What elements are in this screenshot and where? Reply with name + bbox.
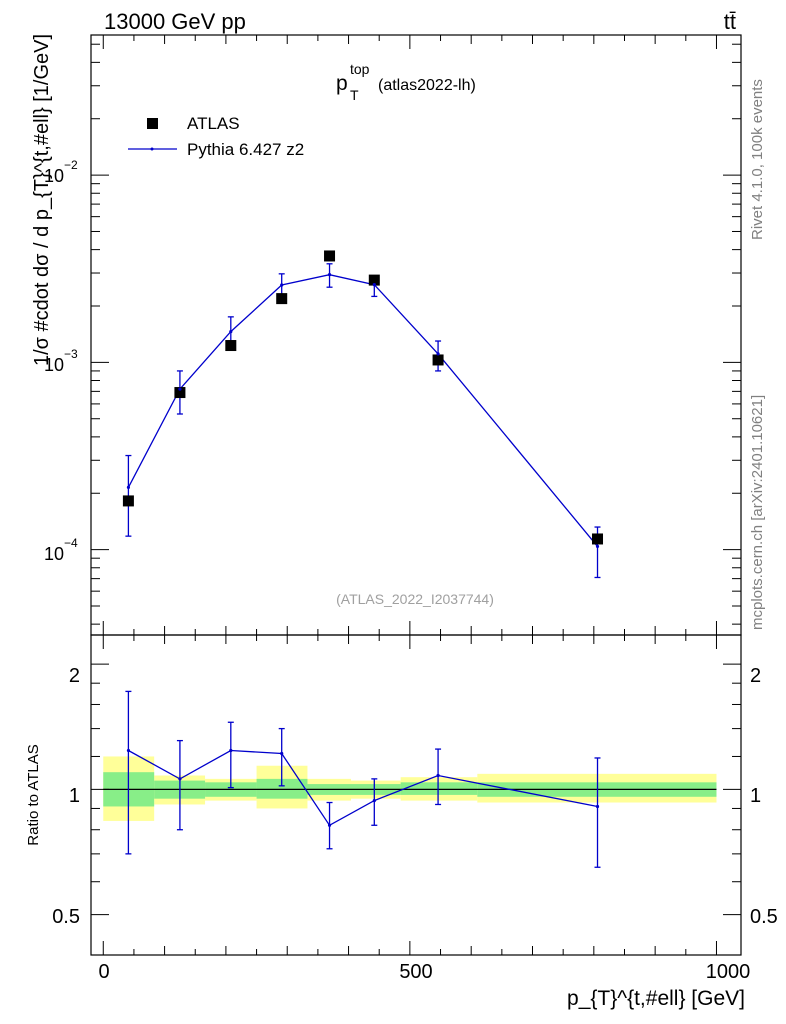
ratio-series-line — [128, 749, 598, 827]
header-right: tt̄ — [724, 9, 736, 34]
atlas-data-point — [174, 387, 186, 399]
ratio-data-point — [595, 804, 600, 809]
ratio-y-tick-label-1: 1 — [69, 785, 80, 807]
mcplots-label: mcplots.cern.ch [arXiv:2401.10621] — [749, 395, 766, 630]
plot-title-suffix: (atlas2022-lh) — [378, 77, 476, 94]
axis-ticks — [91, 35, 741, 955]
plot-title-subscript: T — [350, 87, 359, 103]
data-marks — [122, 250, 604, 868]
atlas-data-point — [592, 533, 604, 545]
y-tick-label-1e-2: 10 −2 — [44, 158, 78, 186]
mc-data-point — [229, 329, 233, 334]
y-tick-label-exp: −4 — [64, 536, 78, 550]
header-left: 13000 GeV pp — [104, 9, 246, 34]
plot-title-main: p — [336, 72, 348, 95]
ratio-y-axis-title: Ratio to ATLAS — [25, 744, 42, 845]
legend-pythia-marker — [150, 147, 154, 151]
legend-atlas-label: ATLAS — [187, 114, 240, 133]
atlas-data-point — [324, 250, 336, 262]
y-tick-label-base: 10 — [44, 166, 64, 186]
mc-data-point — [436, 352, 440, 356]
y-tick-label-1e-4: 10 −4 — [44, 536, 78, 564]
ratio-y-tick-label-2-right: 2 — [750, 665, 761, 687]
ratio-data-point — [372, 798, 376, 803]
mc-data-point — [372, 283, 376, 287]
ratio-data-point — [178, 777, 182, 781]
series-lines — [127, 274, 599, 827]
ratio-data-point — [280, 751, 284, 756]
x-axis-title: p_{T}^{t,#ell} [GeV] — [567, 987, 745, 1010]
y-tick-label-base: 10 — [44, 544, 64, 564]
mc-series-line — [127, 274, 599, 547]
y-tick-label-exp: −2 — [64, 158, 78, 172]
mc-data-point — [327, 273, 332, 277]
y-tick-label-exp: −3 — [64, 347, 78, 361]
ratio-plot-frame — [90, 634, 742, 956]
mc-data-point — [178, 387, 182, 391]
legend-atlas-marker — [147, 118, 158, 129]
mc-data-point — [126, 485, 131, 489]
ratio-y-tick-label-1-right: 1 — [750, 785, 761, 807]
ratio-bands — [103, 756, 717, 821]
ratio-band-inner-6 — [400, 782, 478, 795]
atlas-data-point — [432, 354, 444, 366]
mc-data-point — [280, 283, 284, 287]
atlas-data-point — [276, 293, 288, 305]
ratio-y-tick-label-2: 2 — [69, 665, 80, 687]
legend-pythia-label: Pythia 6.427 z2 — [187, 140, 304, 159]
plot-frames — [90, 34, 742, 956]
main-y-axis-title: 1/σ #cdot dσ / d p_{T}^{t,#ell} [1/GeV] — [31, 34, 53, 366]
x-tick-label-500: 500 — [399, 961, 432, 983]
ratio-data-point — [436, 773, 440, 778]
ratio-y-tick-label-0.5: 0.5 — [52, 906, 80, 928]
x-tick-label-1000: 1000 — [706, 961, 751, 983]
rivet-label: Rivet 4.1.0, 100k events — [749, 79, 766, 240]
mc-data-point — [595, 544, 600, 549]
x-tick-label-0: 0 — [98, 961, 109, 983]
y-tick-label-base: 10 — [44, 355, 64, 375]
ratio-y-tick-label-0.5-right: 0.5 — [750, 906, 778, 928]
ratio-data-point — [229, 748, 233, 753]
y-tick-label-1e-3: 10 −3 — [44, 347, 78, 375]
ratio-data-point — [126, 748, 131, 753]
atlas-data-point — [368, 274, 380, 286]
atlas-data-point — [122, 495, 134, 507]
analysis-watermark: (ATLAS_2022_I2037744) — [336, 591, 494, 607]
plot-title-superscript: top — [350, 61, 370, 77]
atlas-data-point — [225, 340, 237, 352]
ratio-data-point — [327, 823, 332, 827]
